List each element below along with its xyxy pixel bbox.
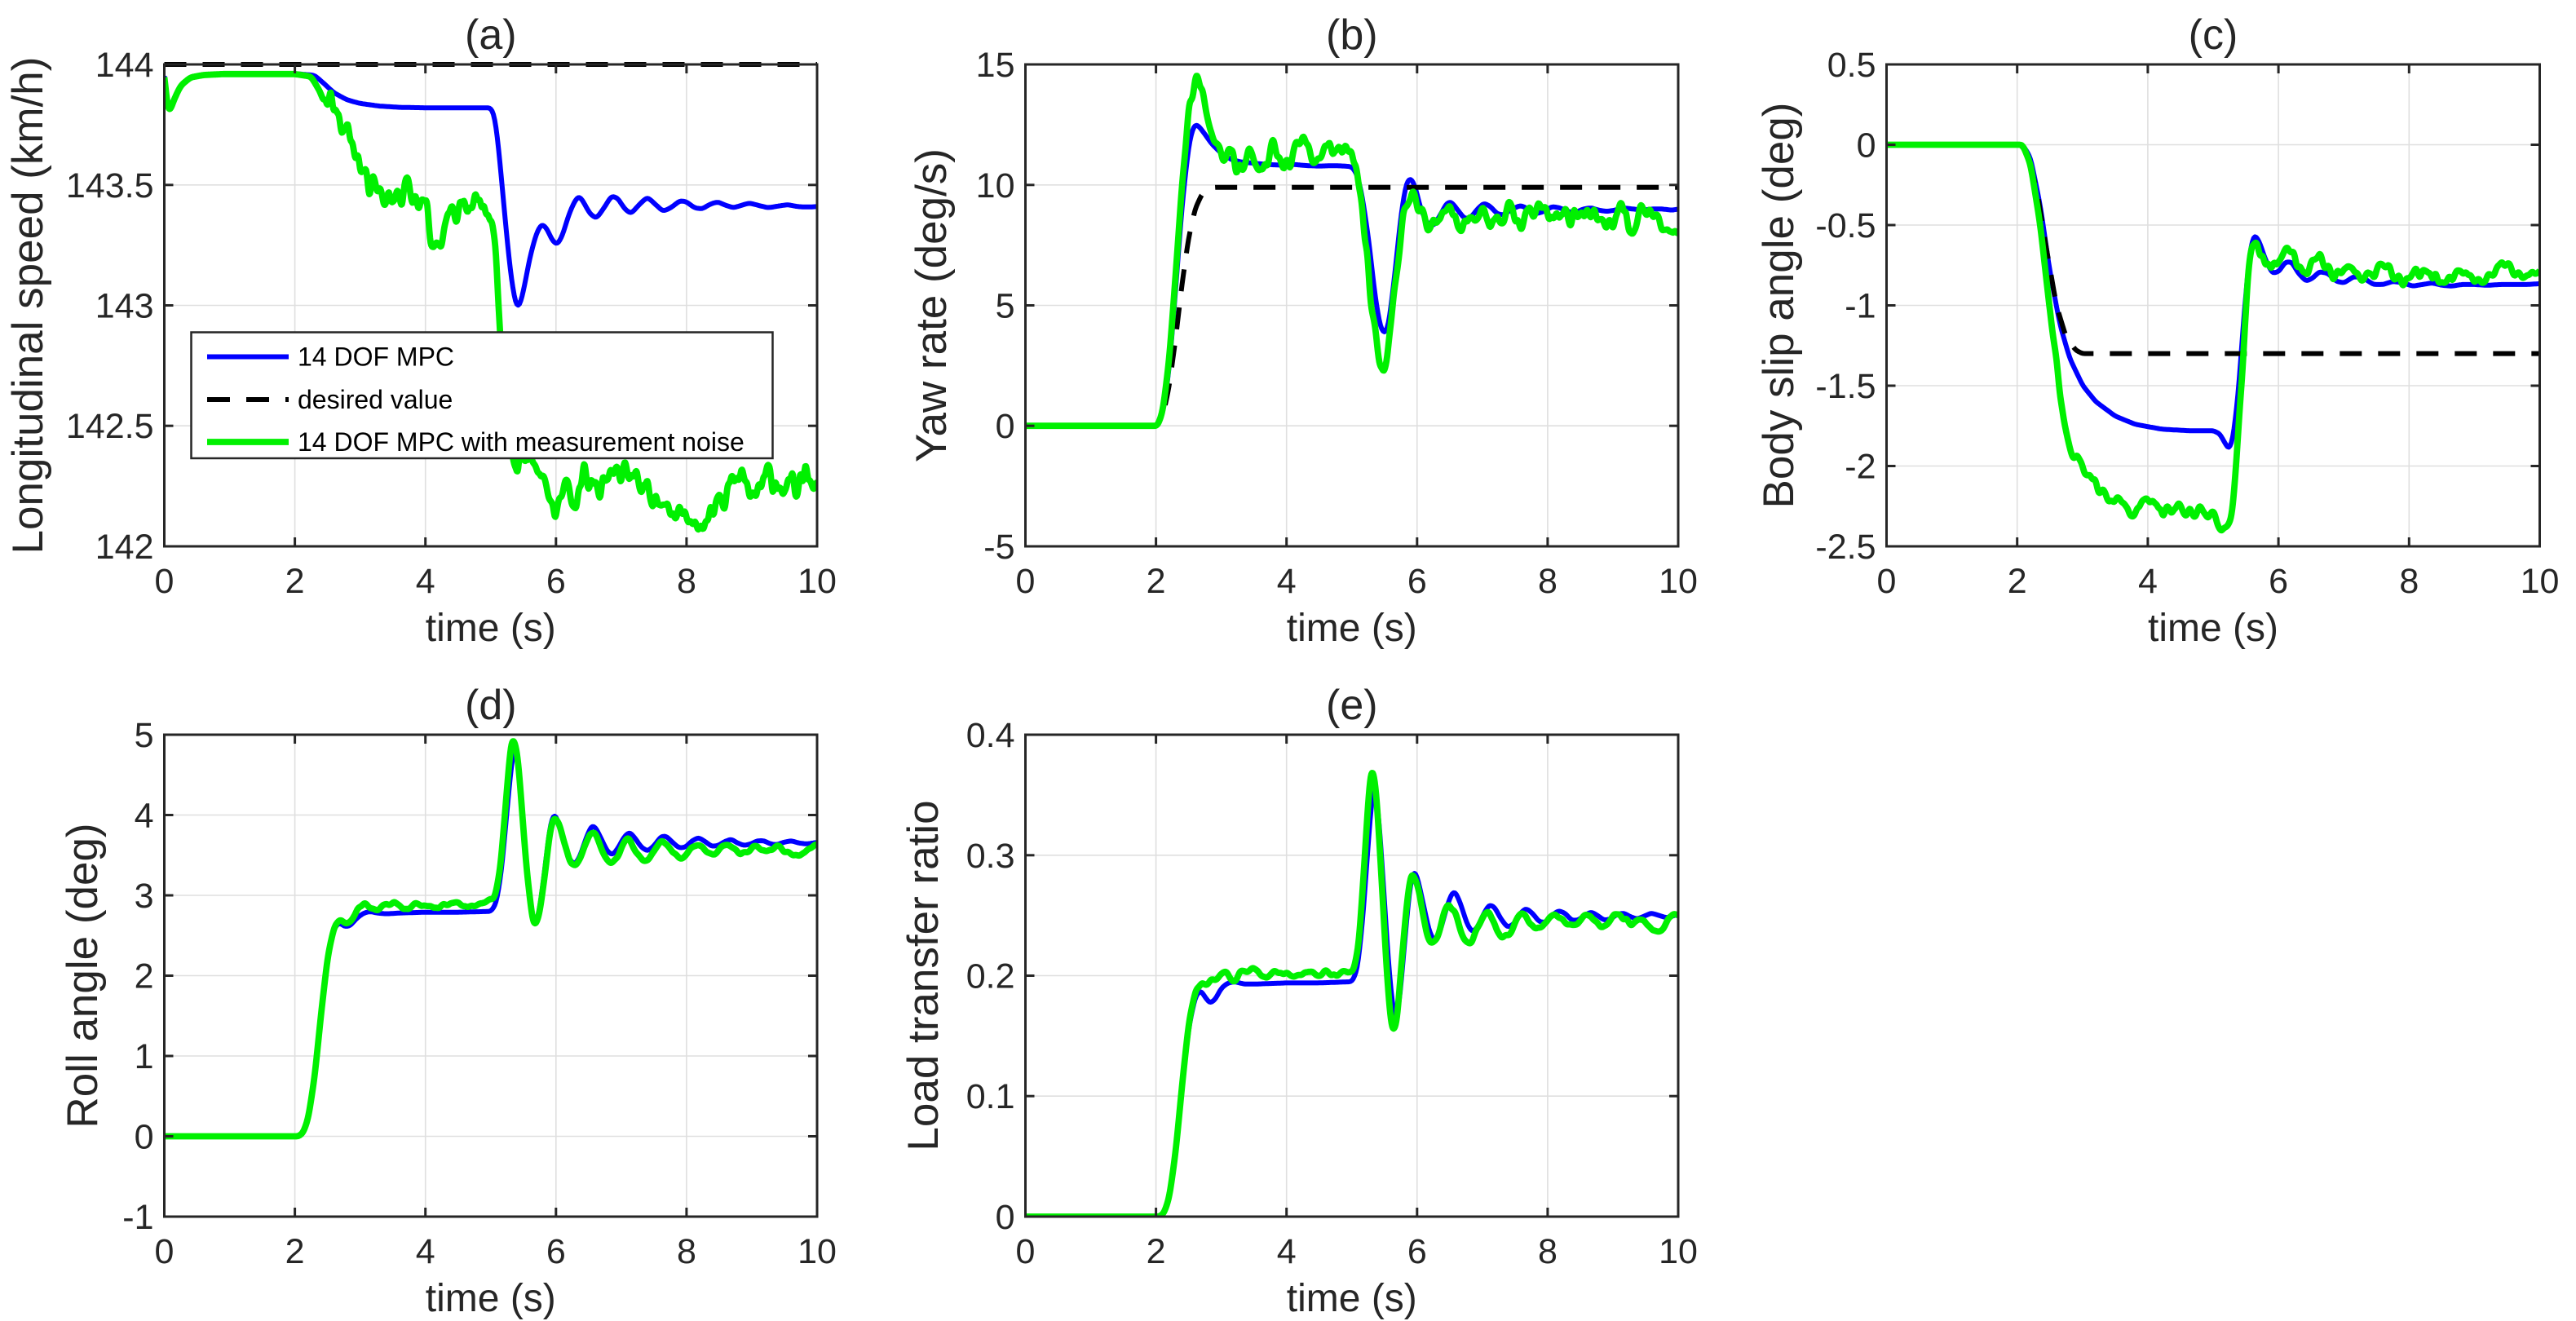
- svg-text:6: 6: [1407, 562, 1427, 601]
- svg-text:14 DOF MPC with measurement no: 14 DOF MPC with measurement noise: [298, 427, 745, 457]
- svg-text:5: 5: [135, 716, 154, 755]
- svg-text:3: 3: [135, 877, 154, 916]
- svg-text:4: 4: [416, 1232, 435, 1271]
- svg-text:(c): (c): [2189, 11, 2238, 59]
- svg-text:8: 8: [677, 562, 696, 601]
- svg-text:0.2: 0.2: [966, 957, 1015, 996]
- svg-text:2: 2: [285, 1232, 305, 1271]
- svg-text:0: 0: [1016, 562, 1036, 601]
- svg-text:(d): (d): [465, 682, 517, 729]
- svg-text:0.4: 0.4: [966, 716, 1015, 755]
- svg-text:4: 4: [416, 562, 435, 601]
- svg-text:6: 6: [546, 562, 566, 601]
- svg-text:0: 0: [996, 407, 1015, 446]
- svg-text:-1: -1: [122, 1198, 153, 1237]
- svg-text:time (s): time (s): [426, 1277, 556, 1320]
- svg-text:0: 0: [1016, 1232, 1036, 1271]
- svg-text:0: 0: [155, 562, 175, 601]
- svg-text:8: 8: [1538, 562, 1558, 601]
- svg-text:Roll angle (deg): Roll angle (deg): [59, 823, 107, 1128]
- svg-text:-2.5: -2.5: [1815, 528, 1876, 567]
- svg-text:6: 6: [546, 1232, 566, 1271]
- svg-text:-1.5: -1.5: [1815, 367, 1876, 406]
- svg-text:0: 0: [1877, 562, 1897, 601]
- svg-text:143.5: 143.5: [66, 166, 154, 205]
- svg-text:8: 8: [2399, 562, 2419, 601]
- svg-text:2: 2: [1147, 562, 1166, 601]
- svg-text:-0.5: -0.5: [1815, 206, 1876, 245]
- svg-text:-5: -5: [983, 528, 1014, 567]
- svg-text:6: 6: [2269, 562, 2288, 601]
- svg-text:4: 4: [1277, 1232, 1297, 1271]
- svg-text:Yaw rate (deg/s): Yaw rate (deg/s): [908, 148, 956, 462]
- svg-text:0: 0: [155, 1232, 175, 1271]
- svg-text:14 DOF MPC: 14 DOF MPC: [298, 342, 454, 372]
- svg-text:142.5: 142.5: [66, 407, 154, 446]
- svg-text:10: 10: [1659, 1232, 1698, 1271]
- svg-text:time (s): time (s): [426, 607, 556, 650]
- svg-text:4: 4: [1277, 562, 1297, 601]
- svg-text:8: 8: [677, 1232, 696, 1271]
- svg-text:2: 2: [2008, 562, 2027, 601]
- svg-text:4: 4: [135, 797, 154, 836]
- svg-text:0: 0: [1857, 126, 1876, 166]
- svg-text:time (s): time (s): [2148, 607, 2278, 650]
- svg-text:10: 10: [976, 166, 1015, 205]
- svg-text:Load transfer ratio: Load transfer ratio: [899, 800, 948, 1151]
- svg-text:-1: -1: [1845, 287, 1876, 326]
- svg-text:5: 5: [996, 287, 1015, 326]
- svg-text:(b): (b): [1326, 11, 1378, 59]
- svg-text:2: 2: [1147, 1232, 1166, 1271]
- svg-text:0: 0: [135, 1118, 154, 1157]
- svg-text:2: 2: [135, 957, 154, 996]
- svg-text:142: 142: [95, 528, 154, 567]
- svg-text:15: 15: [976, 46, 1015, 85]
- svg-text:(e): (e): [1326, 682, 1378, 729]
- svg-text:143: 143: [95, 287, 154, 326]
- svg-text:(a): (a): [465, 11, 517, 59]
- svg-text:1: 1: [135, 1037, 154, 1076]
- svg-text:144: 144: [95, 46, 154, 85]
- svg-text:6: 6: [1407, 1232, 1427, 1271]
- svg-text:0.5: 0.5: [1827, 46, 1876, 85]
- svg-text:Body slip angle (deg): Body slip angle (deg): [1755, 103, 1803, 509]
- svg-text:0.3: 0.3: [966, 837, 1015, 876]
- svg-text:time (s): time (s): [1287, 607, 1417, 650]
- svg-text:0.1: 0.1: [966, 1077, 1015, 1116]
- svg-text:Longitudinal speed (km/h): Longitudinal speed (km/h): [4, 57, 52, 554]
- svg-text:4: 4: [2138, 562, 2158, 601]
- svg-text:10: 10: [798, 1232, 837, 1271]
- svg-text:time (s): time (s): [1287, 1277, 1417, 1320]
- svg-text:10: 10: [2521, 562, 2560, 601]
- svg-text:10: 10: [798, 562, 837, 601]
- svg-text:-2: -2: [1845, 448, 1876, 487]
- svg-text:8: 8: [1538, 1232, 1558, 1271]
- svg-text:0: 0: [996, 1198, 1015, 1237]
- svg-text:desired value: desired value: [298, 385, 453, 414]
- svg-text:10: 10: [1659, 562, 1698, 601]
- svg-text:2: 2: [285, 562, 305, 601]
